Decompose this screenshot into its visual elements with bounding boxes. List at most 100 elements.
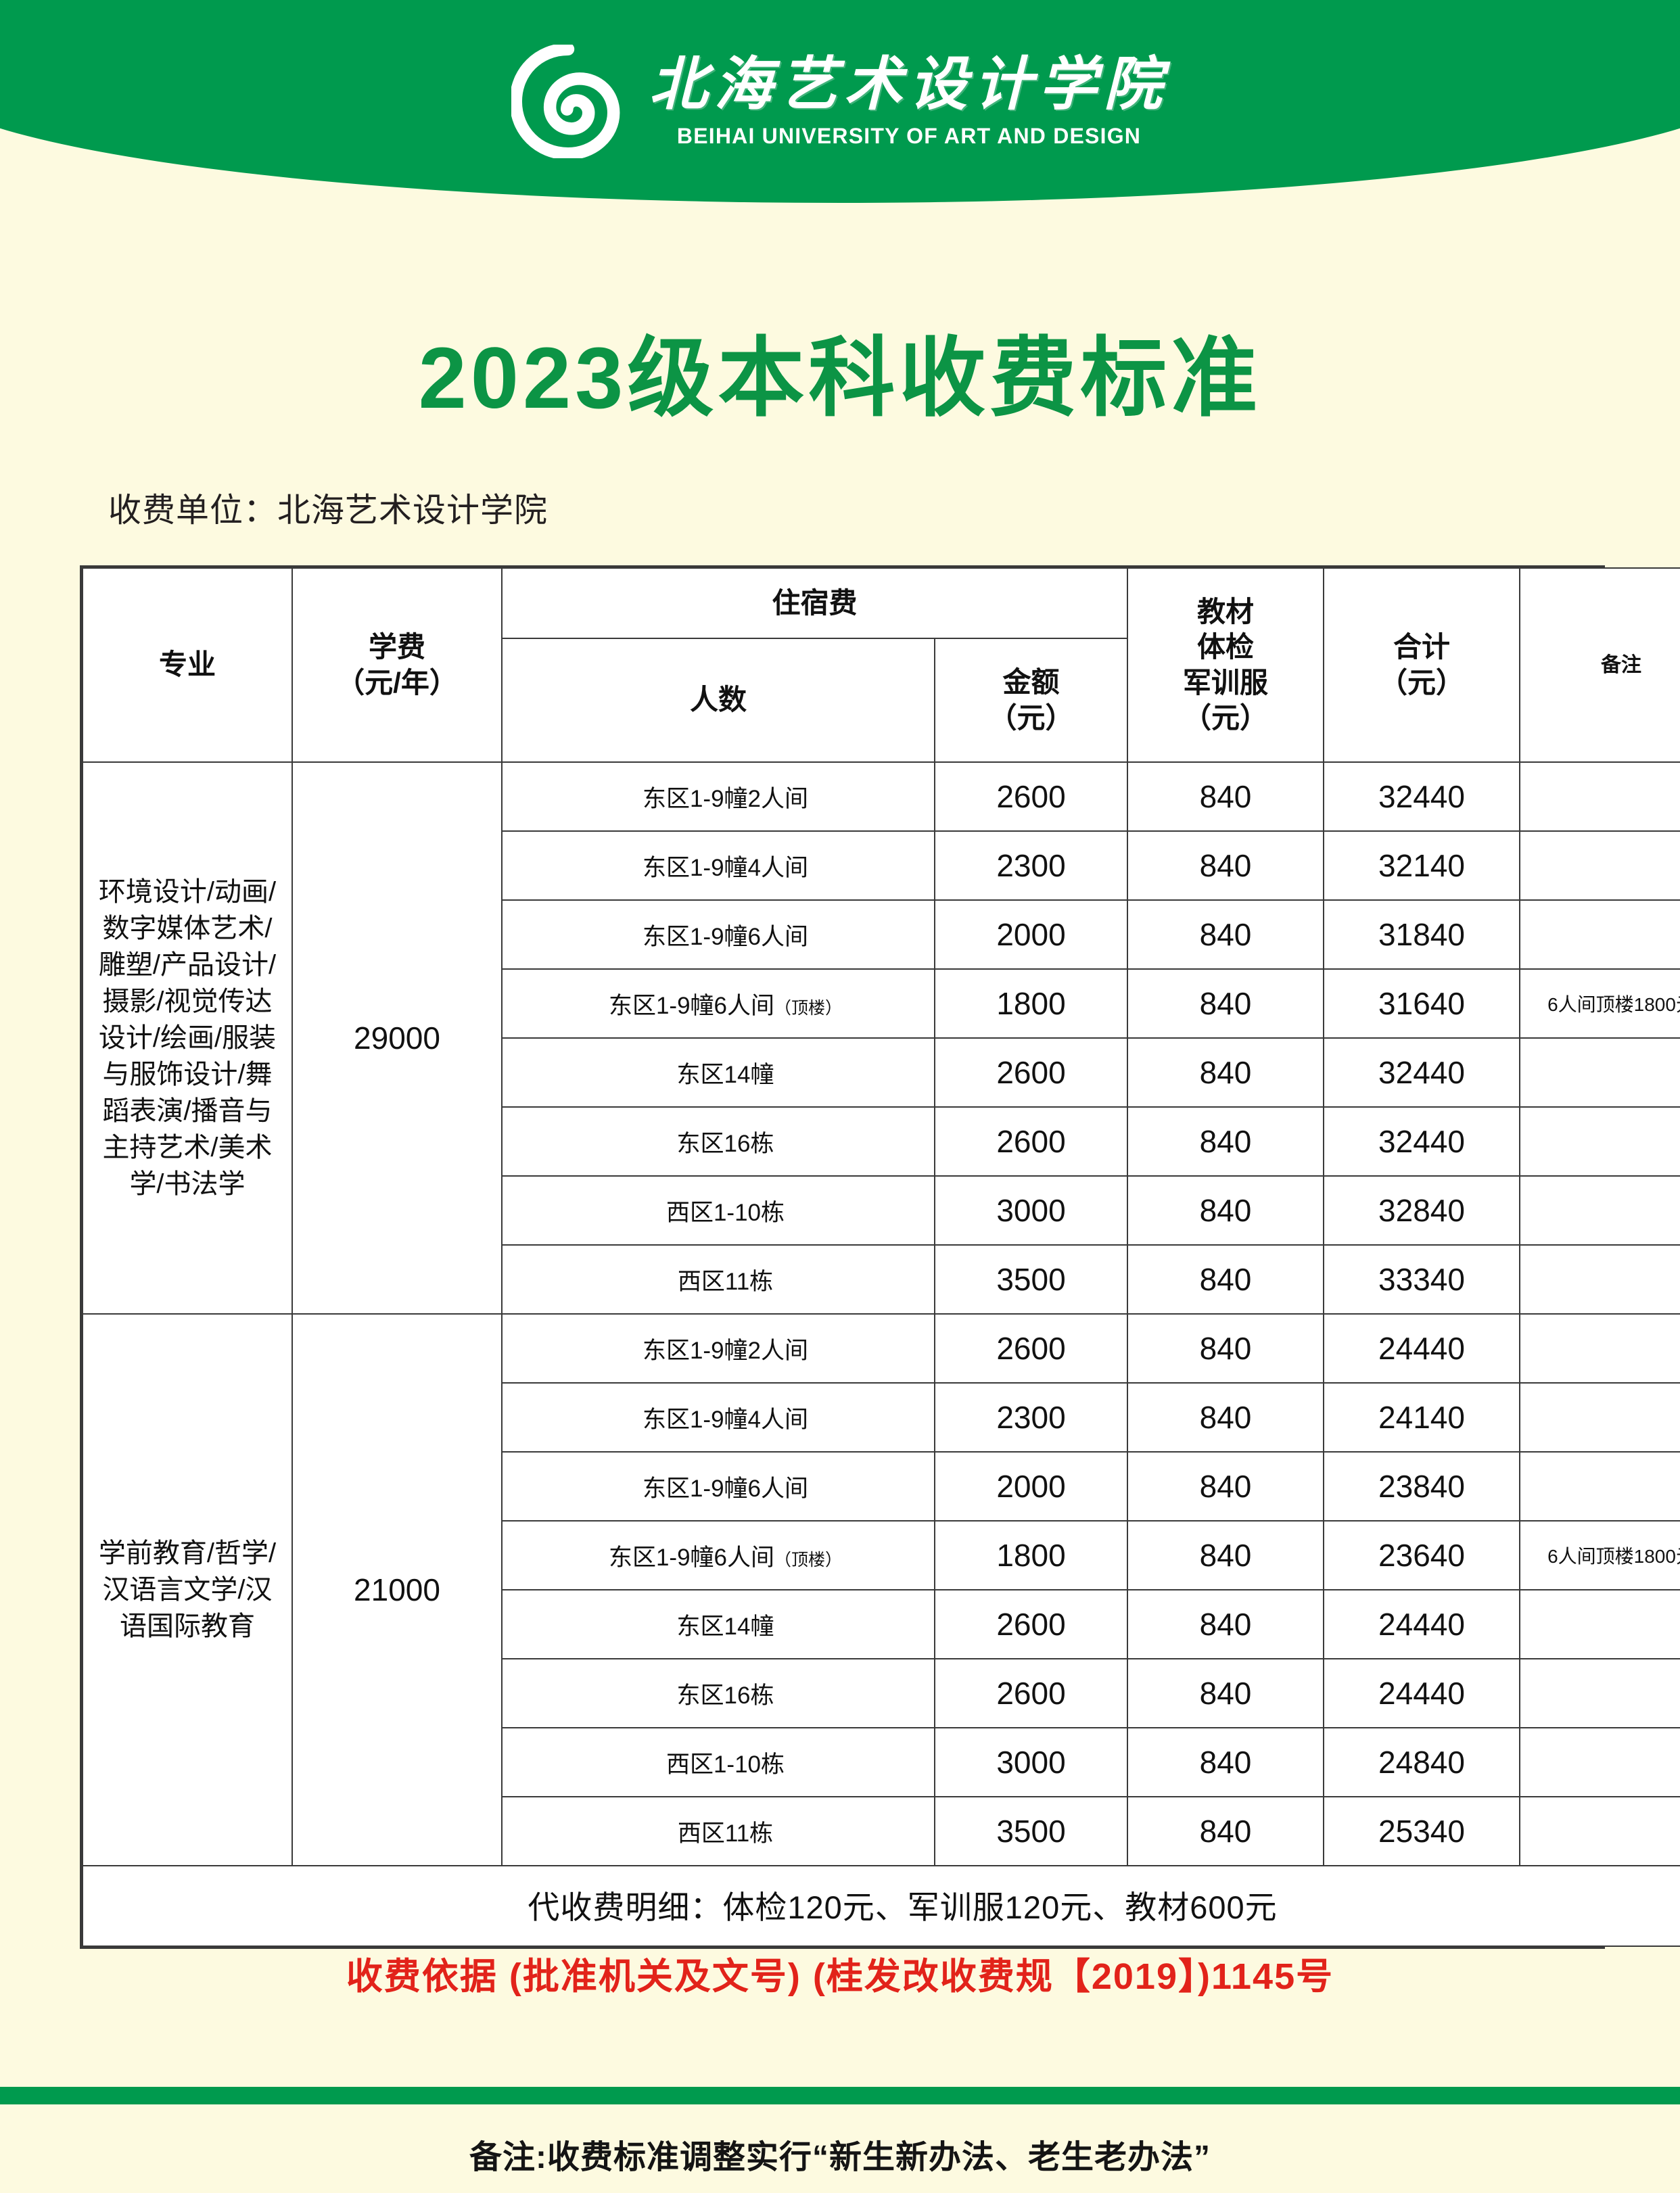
cell-note	[1519, 830, 1680, 901]
cell-misc-fee: 840	[1127, 1175, 1325, 1246]
cell-people: 东区1-9幢4人间	[501, 830, 935, 901]
cell-misc-fee: 840	[1127, 968, 1325, 1039]
cell-note	[1519, 1106, 1680, 1177]
header-row-top: 专业 学费 （元/年） 住宿费 教材 体检 军训服 （元） 合计 （元）	[82, 567, 1680, 763]
table-row: 东区14幢 2600 840 32440	[83, 1037, 1680, 1108]
cell-amount: 3000	[933, 1175, 1129, 1246]
cell-total: 24440	[1323, 1589, 1521, 1659]
cell-note	[1519, 1658, 1680, 1728]
th-amount-line1: 金额	[1002, 666, 1060, 698]
cell-amount: 2600	[933, 1313, 1129, 1384]
cell-misc-fee: 840	[1127, 899, 1325, 970]
cell-total: 24840	[1323, 1727, 1521, 1797]
cell-misc-fee: 840	[1127, 761, 1325, 832]
cell-people: 东区1-9幢6人间（顶楼）	[501, 1520, 935, 1590]
banner-content: 北海艺术设计学院 BEIHAI UNIVERSITY OF ART AND DE…	[0, 0, 1680, 203]
cell-total: 32140	[1323, 830, 1521, 901]
th-people: 人数	[501, 638, 935, 763]
table-row: 西区11栋 3500 840 25340	[83, 1796, 1680, 1866]
th-misc-line3: 军训服	[1183, 666, 1269, 699]
cell-people: 东区1-9幢6人间	[501, 899, 935, 970]
spiral-logo-icon	[509, 43, 625, 160]
cell-note	[1519, 1727, 1680, 1797]
cell-people: 西区1-10栋	[501, 1175, 935, 1246]
cell-people: 西区11栋	[501, 1796, 935, 1866]
cell-total: 32440	[1323, 1037, 1521, 1108]
cell-total: 31640	[1323, 968, 1521, 1039]
th-misc-line1: 教材	[1197, 595, 1255, 628]
cell-misc-fee: 840	[1127, 1313, 1325, 1384]
cell-misc-fee: 840	[1127, 1106, 1325, 1177]
cell-amount: 1800	[933, 968, 1129, 1039]
table-row: 西区11栋 3500 840 33340	[83, 1244, 1680, 1315]
cell-total: 23840	[1323, 1451, 1521, 1522]
cell-amount: 2600	[933, 761, 1129, 832]
table-row: 西区1-10栋 3000 840 24840	[83, 1727, 1680, 1797]
cell-people: 东区1-9幢6人间（顶楼）	[501, 968, 935, 1039]
cell-total: 31840	[1323, 899, 1521, 970]
cell-tuition: 29000	[291, 761, 503, 1315]
cell-total: 32440	[1323, 761, 1521, 832]
cell-misc-fee: 840	[1127, 1451, 1325, 1522]
table-row: 东区1-9幢6人间（顶楼）1800840236406人间顶楼1800元	[83, 1520, 1680, 1590]
th-total-line2: （元）	[1379, 666, 1465, 699]
cell-total: 32440	[1323, 1106, 1521, 1177]
th-tuition-line2: （元/年）	[336, 666, 458, 699]
th-tuition: 学费 （元/年）	[291, 567, 503, 763]
th-major: 专业	[82, 567, 293, 763]
cell-major: 学前教育/哲学/汉语言文学/汉语国际教育	[82, 1313, 293, 1866]
banner-background	[0, 0, 1680, 203]
table-row: 东区1-9幢4人间 2300 840 32140	[83, 830, 1680, 901]
cell-total: 24440	[1323, 1658, 1521, 1728]
page-title: 2023级本科收费标准	[418, 330, 1262, 427]
cell-amount: 2600	[933, 1589, 1129, 1659]
th-total-line1: 合计	[1393, 631, 1451, 663]
cell-people: 东区14幢	[501, 1037, 935, 1108]
cell-amount: 2000	[933, 1451, 1129, 1522]
cell-people: 东区16栋	[501, 1658, 935, 1728]
cell-note: 6人间顶楼1800元	[1519, 1520, 1680, 1590]
th-misc-fees: 教材 体检 军训服 （元）	[1127, 567, 1325, 763]
fee-table-head: 专业 学费 （元/年） 住宿费 教材 体检 军训服 （元） 合计 （元）	[82, 567, 1680, 763]
th-amount-line2: （元）	[988, 701, 1074, 734]
cell-note	[1519, 1382, 1680, 1453]
cell-misc-fee: 840	[1127, 1382, 1325, 1453]
charging-unit-line: 收费单位：北海艺术设计学院	[108, 492, 549, 529]
table-row: 东区1-9幢6人间 2000 840 31840	[83, 899, 1680, 970]
cell-people: 东区1-9幢2人间	[501, 761, 935, 832]
header-banner: 北海艺术设计学院 BEIHAI UNIVERSITY OF ART AND DE…	[0, 0, 1680, 284]
fee-table: 专业 学费 （元/年） 住宿费 教材 体检 军训服 （元） 合计 （元）	[81, 567, 1680, 1947]
header-row-sub: 人数 金额 （元）	[83, 638, 1680, 763]
cell-note	[1519, 1796, 1680, 1866]
cell-note	[1519, 1175, 1680, 1246]
cell-people: 东区1-9幢2人间	[501, 1313, 935, 1384]
cell-major: 环境设计/动画/数字媒体艺术/雕塑/产品设计/摄影/视觉传达设计/绘画/服装与服…	[82, 761, 293, 1315]
th-total: 合计 （元）	[1323, 567, 1521, 763]
cell-amount: 2600	[933, 1037, 1129, 1108]
cell-people: 西区11栋	[501, 1244, 935, 1315]
table-row: 东区16栋 2600 840 32440	[83, 1106, 1680, 1177]
cell-people-suffix: （顶楼）	[774, 998, 843, 1018]
cell-total: 33340	[1323, 1244, 1521, 1315]
logo-chinese-name: 北海艺术设计学院	[649, 52, 1169, 118]
cell-amount: 2600	[933, 1106, 1129, 1177]
cell-people-suffix: （顶楼）	[774, 1550, 843, 1570]
cell-note	[1519, 1313, 1680, 1384]
charging-basis-line: 收费依据 (批准机关及文号) (桂发改收费规【2019】)1145号	[346, 1956, 1334, 1997]
cell-amount: 2600	[933, 1658, 1129, 1728]
cell-tuition: 21000	[291, 1313, 503, 1866]
cell-people: 西区1-10栋	[501, 1727, 935, 1797]
table-row: 西区1-10栋 3000 840 32840	[83, 1175, 1680, 1246]
cell-note	[1519, 1589, 1680, 1659]
cell-note	[1519, 1244, 1680, 1315]
table-row: 东区1-9幢6人间 2000 840 23840	[83, 1451, 1680, 1522]
cell-people: 东区1-9幢6人间	[501, 1451, 935, 1522]
cell-people: 东区14幢	[501, 1589, 935, 1659]
cell-amount: 3500	[933, 1796, 1129, 1866]
th-misc-line2: 体检	[1197, 631, 1255, 663]
cell-amount: 2300	[933, 830, 1129, 901]
th-misc-line4: （元）	[1183, 702, 1269, 734]
cell-note	[1519, 761, 1680, 832]
th-note: 备注	[1519, 567, 1680, 763]
cell-total: 32840	[1323, 1175, 1521, 1246]
